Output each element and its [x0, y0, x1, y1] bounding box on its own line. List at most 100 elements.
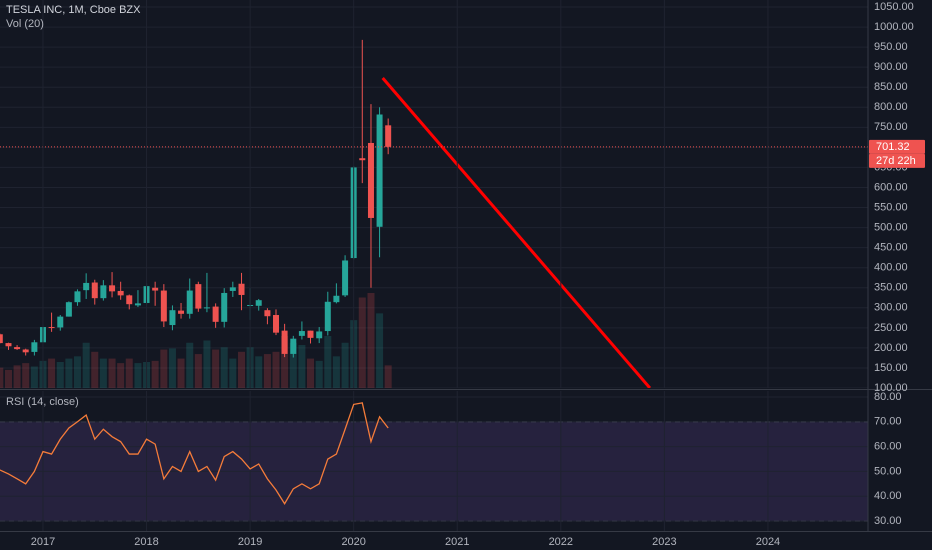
candle-body: [0, 334, 3, 344]
x-tick-label: 2018: [134, 536, 158, 548]
x-tick-label: 2021: [445, 536, 469, 548]
volume-bar: [160, 349, 168, 388]
candle-body: [74, 291, 81, 303]
last-price-box: [869, 139, 925, 154]
volume-bar: [168, 348, 176, 388]
y-tick-label: 150.00: [874, 362, 908, 374]
volume-bar: [30, 366, 38, 388]
x-tick-label: 2020: [341, 536, 365, 548]
y-tick-label: 350.00: [874, 282, 908, 294]
candle-body: [65, 302, 72, 317]
volume-bar: [229, 358, 237, 388]
y-tick-label: 400.00: [874, 262, 908, 274]
candle-body: [152, 287, 159, 291]
candle-body: [109, 285, 116, 292]
volume-bar: [367, 293, 375, 388]
x-tick-label: 2019: [238, 536, 262, 548]
volume-bar: [91, 351, 99, 388]
volume-bar: [13, 365, 21, 388]
volume-bar: [315, 360, 323, 388]
volume-bar: [151, 360, 159, 388]
candle-body: [134, 303, 141, 306]
volume-bar: [281, 335, 289, 388]
y-tick-label: 500.00: [874, 221, 908, 233]
volume-bar: [306, 358, 314, 388]
candle-body: [186, 290, 193, 314]
y-tick-label: 550.00: [874, 201, 908, 213]
y-tick-label: 800.00: [874, 101, 908, 113]
volume-bar: [125, 358, 133, 388]
volume-bar: [212, 349, 220, 388]
candle-body: [169, 310, 176, 326]
y-tick-label: 250.00: [874, 322, 908, 334]
volume-bar: [82, 342, 90, 388]
y-tick-label: 80.00: [874, 391, 902, 403]
candle-body: [117, 290, 124, 296]
candle-body: [376, 114, 383, 227]
volume-bar: [384, 365, 392, 388]
volume-bar: [220, 347, 228, 388]
volume-bar: [4, 369, 12, 388]
candle-body: [195, 284, 202, 309]
y-tick-label: 1050.00: [874, 1, 914, 13]
rsi-title: RSI (14, close): [6, 396, 79, 408]
candle-body: [238, 283, 245, 295]
y-tick-label: 50.00: [874, 465, 902, 477]
candle-body: [298, 331, 305, 336]
candle-body: [160, 290, 167, 322]
countdown-box: [869, 153, 925, 168]
candle-body: [221, 292, 228, 322]
volume-bar: [177, 358, 185, 388]
y-tick-label: 30.00: [874, 515, 902, 527]
volume-bar: [376, 313, 384, 388]
volume-bar: [272, 351, 280, 388]
volume-bar: [194, 354, 202, 388]
candle-body: [324, 301, 331, 332]
volume-bar: [263, 354, 271, 388]
volume-bar: [255, 356, 263, 388]
price-pane: [0, 0, 868, 388]
candle-body: [48, 327, 55, 329]
y-tick-label: 600.00: [874, 181, 908, 193]
candle-body: [91, 282, 98, 299]
candle-body: [57, 316, 64, 328]
candle-body: [264, 310, 271, 317]
volume-bar: [65, 358, 73, 388]
y-tick-label: 750.00: [874, 121, 908, 133]
candle-body: [333, 295, 340, 303]
volume-bar: [186, 342, 194, 388]
volume-bar: [99, 358, 107, 388]
volume-bar: [56, 361, 64, 388]
candle-body: [5, 343, 12, 347]
candle-body: [273, 315, 280, 333]
trend-line: [381, 77, 652, 388]
y-tick-label: 1000.00: [874, 21, 914, 33]
volume-bar: [341, 342, 349, 388]
y-tick-label: 300.00: [874, 302, 908, 314]
x-tick-label: 2023: [652, 536, 676, 548]
y-tick-label: 900.00: [874, 61, 908, 73]
last-price-label: 701.32: [876, 141, 910, 153]
y-tick-label: 100.00: [874, 382, 908, 394]
x-tick-label: 2024: [756, 536, 780, 548]
rsi-line: [0, 402, 389, 505]
volume-bar: [0, 367, 4, 388]
y-tick-label: 60.00: [874, 441, 902, 453]
candle-body: [100, 285, 107, 299]
y-tick-label: 950.00: [874, 41, 908, 53]
y-tick-label: 200.00: [874, 342, 908, 354]
countdown-label: 27d 22h: [876, 155, 916, 167]
rsi-pane: [0, 391, 868, 531]
candle-body: [290, 338, 297, 354]
candle-body: [212, 306, 219, 322]
chart-title: TESLA INC, 1M, Cboe BZX: [6, 4, 141, 16]
volume-bar: [108, 358, 116, 388]
x-tick-label: 2017: [31, 536, 55, 548]
x-tick-label: 2022: [549, 536, 573, 548]
volume-bar: [134, 363, 142, 388]
y-tick-label: 850.00: [874, 81, 908, 93]
candle-body: [126, 295, 133, 305]
y-tick-label: 70.00: [874, 416, 902, 428]
y-tick-label: 40.00: [874, 490, 902, 502]
volume-bar: [332, 356, 340, 388]
